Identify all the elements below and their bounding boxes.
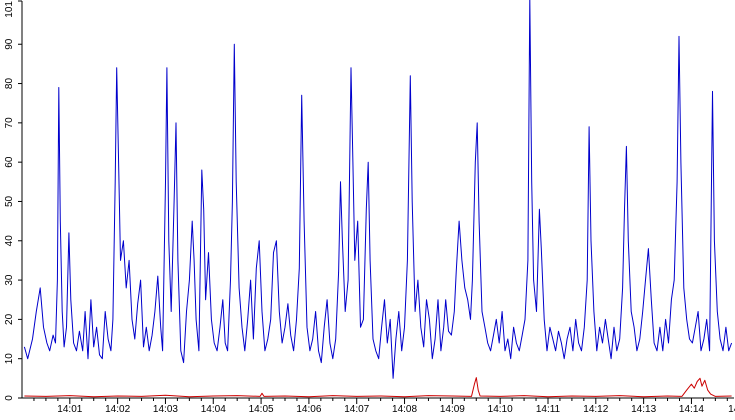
x-tick-label: 14:01 [57, 404, 82, 415]
x-tick-label: 14:11 [536, 404, 561, 415]
y-tick-label: 10 [4, 353, 15, 365]
y-axis-tick-labels: 0 10 20 30 40 50 60 70 80 90 101 [4, 1, 15, 401]
x-tick-label: 14:07 [344, 404, 369, 415]
x-tick-label: 14:06 [296, 404, 321, 415]
x-tick-label: 14:13 [631, 404, 656, 415]
y-tick-label: 20 [4, 313, 15, 325]
series-line-2 [24, 377, 732, 398]
y-tick-label: 60 [4, 156, 15, 168]
y-tick-label: 101 [4, 1, 15, 18]
x-tick-label: 14:14 [679, 404, 704, 415]
x-tick-label: 14:09 [440, 404, 465, 415]
y-tick-label: 80 [4, 78, 15, 90]
y-tick-label: 70 [4, 117, 15, 129]
y-axis [18, 0, 23, 399]
x-tick-label: 14:05 [249, 404, 274, 415]
x-axis: 14:01 14:02 14:03 14:04 14:05 14:06 14:07 14:08… [22, 397, 735, 415]
series-line-1 [23, 0, 733, 379]
x-tick-label: 14:02 [105, 404, 130, 415]
x-tick-label: 14:12 [583, 404, 608, 415]
y-tick-label: 0 [4, 395, 15, 401]
x-tick-label: 14:10 [488, 404, 513, 415]
y-tick-label: 50 [4, 195, 15, 207]
plot-area [23, 0, 733, 398]
y-tick-label: 90 [4, 38, 15, 50]
x-tick-label: 14:08 [392, 404, 417, 415]
y-tick-label: 30 [4, 274, 15, 286]
y-tick-label: 40 [4, 235, 15, 247]
x-tick-label: 14:03 [153, 404, 178, 415]
x-tick-label: 14:04 [201, 404, 226, 415]
x-tick-label: 14 [728, 404, 735, 415]
